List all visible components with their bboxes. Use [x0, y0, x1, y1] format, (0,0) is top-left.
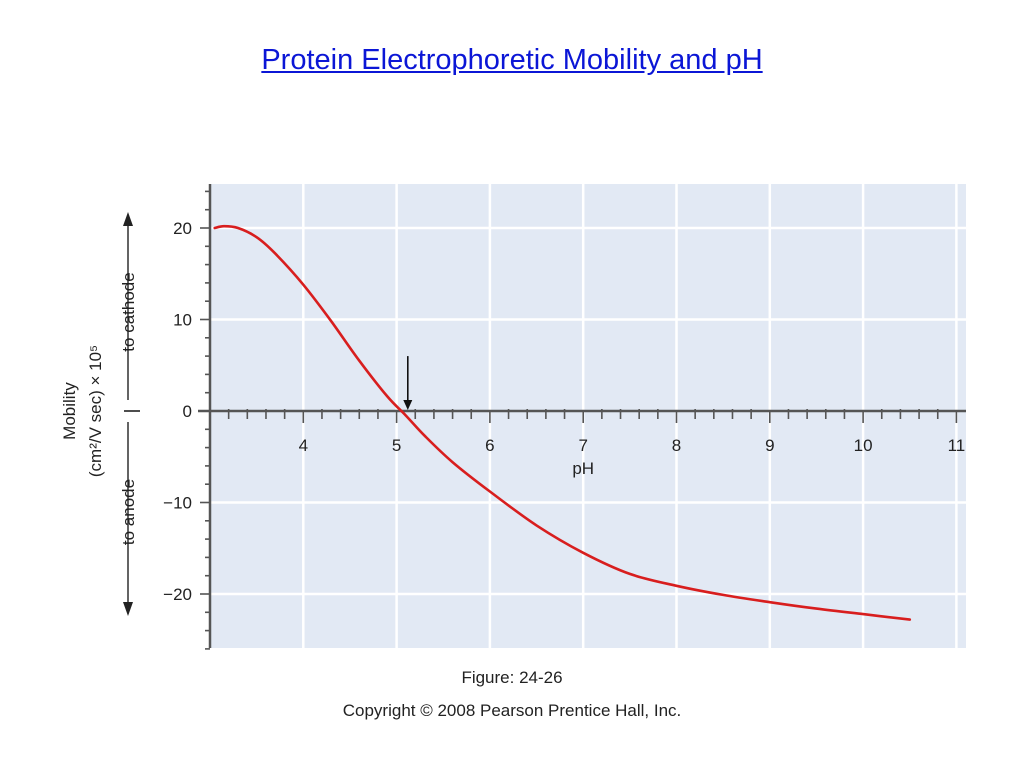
anode-arrowhead — [123, 602, 133, 616]
cathode-arrowhead — [123, 212, 133, 226]
copyright-notice: Copyright © 2008 Pearson Prentice Hall, … — [342, 701, 682, 720]
y-axis-title-line-1: Mobility — [60, 382, 79, 440]
x-tick-label: 7 — [578, 436, 587, 455]
y-tick-labels: 20 10 0 −10 −20 — [163, 219, 192, 604]
horizontal-gridlines — [210, 226, 966, 596]
x-tick-label: 9 — [765, 436, 774, 455]
y-tick-label: 10 — [173, 311, 192, 330]
y-axis-title-line-2: (cm²/V sec) × 10⁵ — [86, 345, 105, 477]
x-tick-label: 10 — [854, 436, 873, 455]
annotation-arrowhead — [403, 400, 413, 410]
mobility-curve — [213, 224, 912, 621]
isoelectric-point-arrow — [403, 356, 413, 410]
to-anode-label: to anode — [119, 479, 138, 545]
y-tick-label: −10 — [163, 494, 192, 513]
x-tick-label: 11 — [948, 436, 966, 455]
x-tick-label: 5 — [392, 436, 401, 455]
x-tick-label: 4 — [299, 436, 308, 455]
slide-title-link[interactable]: Protein Electrophoretic Mobility and pH — [261, 44, 763, 76]
y-tick-label: −20 — [163, 585, 192, 604]
x-axis-label: pH — [572, 459, 594, 478]
x-tick-label: 8 — [672, 436, 681, 455]
y-minor-ticks — [200, 190, 210, 650]
plot-background — [210, 184, 966, 648]
to-cathode-label: to cathode — [119, 272, 138, 351]
x-tick-labels: 4 5 6 7 8 9 10 11 — [299, 436, 966, 455]
x-tick-label: 6 — [485, 436, 494, 455]
y-axis-title: Mobility (cm²/V sec) × 10⁵ — [60, 345, 105, 477]
y-tick-label: 20 — [173, 219, 192, 238]
direction-indicator: to cathode to anode — [119, 212, 140, 616]
y-tick-label: 0 — [183, 402, 192, 421]
figure-caption: Figure: 24-26 — [461, 668, 563, 687]
